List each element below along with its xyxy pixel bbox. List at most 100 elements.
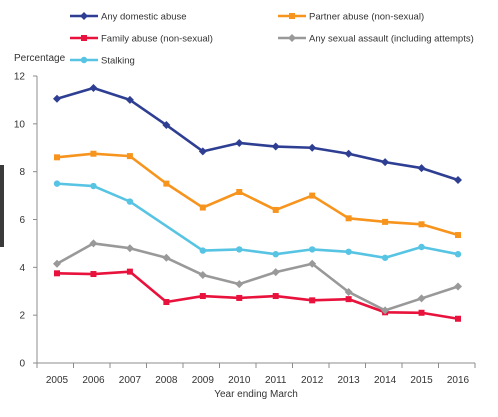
data-point <box>271 268 280 277</box>
axes <box>33 75 476 368</box>
data-point <box>89 83 98 92</box>
data-point <box>163 299 170 306</box>
x-tick-label: 2005 <box>46 375 69 386</box>
data-point <box>454 176 462 185</box>
series-any-domestic-abuse <box>53 83 462 185</box>
x-axis-label: Year ending March <box>214 389 298 400</box>
data-point <box>53 180 61 187</box>
x-tick-label: 2010 <box>228 375 251 386</box>
data-point <box>381 254 389 261</box>
data-point <box>418 243 425 251</box>
legend-swatch-marker <box>81 35 87 41</box>
data-point <box>454 282 462 291</box>
x-tick-label: 2008 <box>155 375 178 386</box>
data-point <box>382 218 389 225</box>
legend-label: Any domestic abuse <box>101 12 187 23</box>
legend-swatch-marker <box>80 12 88 20</box>
data-point <box>308 246 316 253</box>
x-tick-label: 2015 <box>410 375 433 386</box>
y-tick-label: 8 <box>19 167 25 178</box>
data-point <box>125 95 134 104</box>
x-tick-label: 2014 <box>374 375 397 386</box>
data-point <box>126 268 133 275</box>
data-point <box>90 150 97 157</box>
legend-swatch-marker <box>80 56 88 64</box>
data-point <box>126 153 133 160</box>
data-point <box>125 244 134 253</box>
legend-item: Partner abuse (non-sexual) <box>278 12 424 23</box>
data-point <box>198 147 207 156</box>
data-point <box>235 138 244 147</box>
y-tick-label: 12 <box>14 72 26 83</box>
data-point <box>308 143 317 152</box>
data-point <box>344 149 353 158</box>
x-tick-label: 2013 <box>338 375 361 386</box>
data-point <box>199 293 206 300</box>
series-partner-abuse-non-sexual <box>54 150 461 239</box>
data-point <box>345 296 352 303</box>
x-tick-label: 2011 <box>265 375 287 386</box>
data-point <box>236 246 243 253</box>
series-group <box>53 83 462 322</box>
legend-label: Any sexual assault (including attempts) <box>309 34 474 45</box>
y-tick-label: 6 <box>19 215 25 226</box>
data-point <box>54 270 60 277</box>
legend-item: Stalking <box>70 56 135 67</box>
data-point <box>236 188 243 195</box>
data-point <box>162 253 171 262</box>
data-point <box>236 294 243 301</box>
series-stalking <box>53 180 462 261</box>
data-point <box>418 221 425 228</box>
data-point <box>308 259 317 268</box>
legend: Any domestic abuse Partner abuse (non-sex… <box>70 12 474 67</box>
y-tick-label: 0 <box>19 359 25 370</box>
data-point <box>309 297 316 304</box>
y-tick-label: 10 <box>14 119 26 130</box>
data-point <box>418 309 425 316</box>
legend-swatch-marker <box>288 34 296 42</box>
legend-item: Family abuse (non-sexual) <box>70 34 213 45</box>
series-line <box>56 152 459 237</box>
series-line <box>56 270 459 321</box>
data-point <box>199 204 206 211</box>
data-point <box>90 271 97 278</box>
y-tick-label: 4 <box>19 263 25 274</box>
data-point <box>199 247 207 254</box>
data-point <box>417 294 426 303</box>
data-point <box>381 158 390 167</box>
data-point <box>417 164 426 173</box>
data-point <box>54 154 60 161</box>
data-point <box>271 142 280 151</box>
data-point <box>344 287 353 296</box>
x-tick-labels: 2005 2006 2007 2008 2009 2010 2011 2012 2013 2014… <box>46 375 470 386</box>
data-point <box>455 232 461 239</box>
series-line <box>56 86 459 182</box>
data-point <box>235 280 244 289</box>
data-point <box>454 250 462 258</box>
legend-label: Stalking <box>101 56 135 67</box>
data-point <box>455 315 461 322</box>
data-point <box>381 306 390 315</box>
data-point <box>272 206 279 213</box>
data-point <box>163 180 170 187</box>
series-line <box>56 242 459 312</box>
legend-label: Partner abuse (non-sexual) <box>309 12 424 23</box>
data-point <box>53 94 61 103</box>
data-point <box>345 248 352 255</box>
data-point <box>53 259 61 268</box>
legend-item: Any domestic abuse <box>70 12 187 23</box>
x-tick-label: 2007 <box>119 375 142 386</box>
data-point <box>162 121 171 130</box>
data-point <box>309 192 316 199</box>
data-point <box>126 198 134 205</box>
y-axis-label: Percentage <box>14 53 66 64</box>
x-tick-label: 2012 <box>301 375 324 386</box>
left-edge-strip <box>0 165 4 247</box>
series-family-abuse-non-sexual <box>54 268 461 322</box>
legend-label: Family abuse (non-sexual) <box>101 34 213 45</box>
data-point <box>272 293 279 300</box>
y-tick-label: 2 <box>19 311 25 322</box>
x-tick-label: 2009 <box>192 375 215 386</box>
